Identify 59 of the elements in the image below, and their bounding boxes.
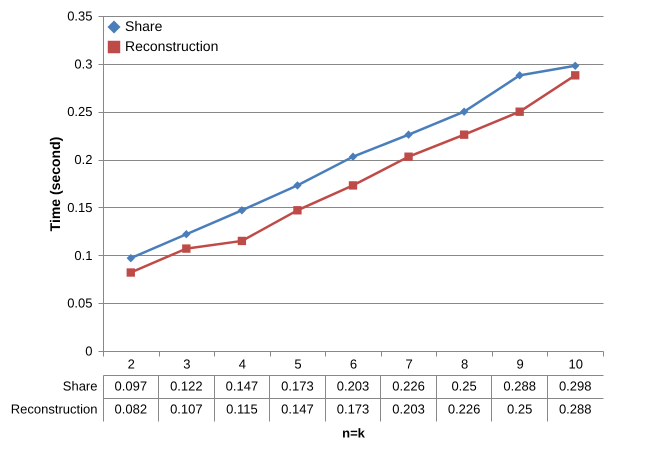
point xyxy=(348,181,358,190)
legend-label: Share xyxy=(125,18,163,34)
y-tick-label: 0.35 xyxy=(67,8,92,24)
point xyxy=(238,236,246,246)
data-label: 0.122 xyxy=(170,378,203,394)
data-label: 0.173 xyxy=(336,402,370,416)
data-label: 0.107 xyxy=(170,402,203,416)
x-tick-label: 9 xyxy=(516,356,524,372)
point xyxy=(126,254,135,262)
x-tick-label: 2 xyxy=(128,356,135,372)
point xyxy=(515,108,524,116)
text: Reconstruction xyxy=(10,402,98,416)
data-label: 0.226 xyxy=(392,378,425,394)
data-label: 0.147 xyxy=(281,402,314,416)
y-tick-label: 0.25 xyxy=(67,104,92,120)
y-axis-title: Time (second) xyxy=(47,136,64,232)
y-tick-label: 0 xyxy=(85,344,92,358)
x-tick-label: 7 xyxy=(405,356,413,372)
point xyxy=(460,108,468,116)
x-tick-label: 10 xyxy=(568,356,583,372)
point xyxy=(515,71,524,80)
data-label: 0.288 xyxy=(558,402,592,416)
point xyxy=(293,181,302,190)
point xyxy=(182,244,191,253)
y-tick-label: 0.1 xyxy=(74,248,92,263)
x-tick-label: 8 xyxy=(460,356,468,372)
data-label: 0.203 xyxy=(336,378,370,394)
point xyxy=(571,62,580,70)
point xyxy=(571,71,580,80)
data-label: 0.203 xyxy=(392,402,425,416)
x-axis-title: n=k xyxy=(342,426,366,440)
y-tick-label: 0.05 xyxy=(67,296,92,311)
data-label: 0.226 xyxy=(448,402,480,416)
data-label: 0.082 xyxy=(114,402,148,416)
point xyxy=(404,130,413,139)
data-label: 0.25 xyxy=(507,402,532,416)
point xyxy=(293,206,302,214)
x-tick-label: 4 xyxy=(238,356,246,372)
data-label: 0.115 xyxy=(226,402,258,416)
point xyxy=(404,152,413,161)
data-label: 0.288 xyxy=(503,378,536,394)
point xyxy=(182,230,191,238)
y-tick-label: 0.3 xyxy=(74,56,92,72)
data-label: 0.173 xyxy=(281,378,314,394)
data-label: 0.25 xyxy=(451,378,477,394)
point xyxy=(238,206,246,214)
point xyxy=(126,268,135,277)
text: Share xyxy=(62,378,98,394)
x-tick-label: 5 xyxy=(294,356,302,372)
point xyxy=(348,152,358,161)
y-tick-label: 0.15 xyxy=(67,200,92,215)
data-label: 0.298 xyxy=(558,378,592,394)
point xyxy=(460,130,468,139)
legend-label: Reconstruction xyxy=(125,38,218,54)
data-label: 0.147 xyxy=(226,378,258,394)
x-tick-label: 6 xyxy=(350,356,358,372)
x-tick-label: 3 xyxy=(183,356,190,372)
data-label: 0.097 xyxy=(114,378,148,394)
y-tick-label: 0.2 xyxy=(74,152,92,168)
